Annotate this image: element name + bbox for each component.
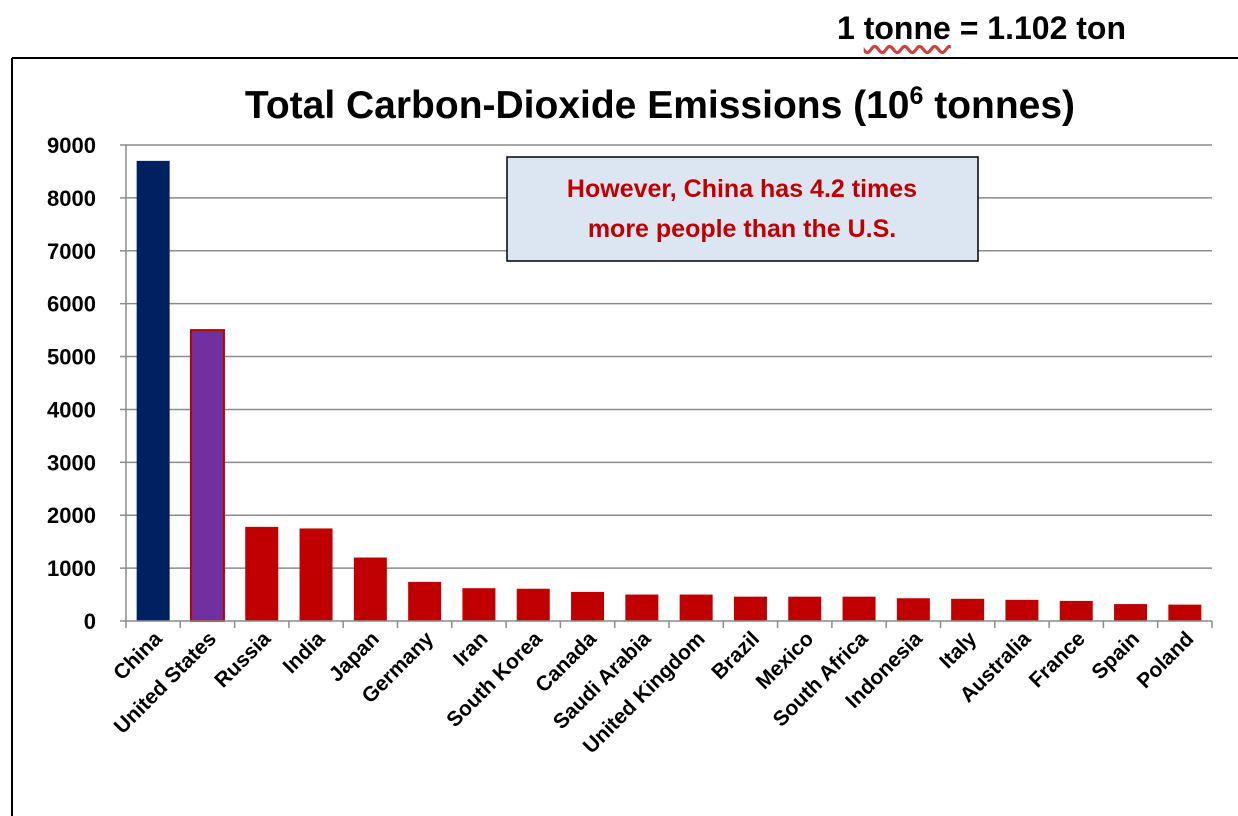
y-tick-label-3000: 3000 bbox=[47, 450, 96, 475]
bar-japan bbox=[353, 557, 387, 621]
y-tick-label-0: 0 bbox=[84, 609, 96, 634]
bar-south-korea bbox=[516, 588, 550, 621]
bar-poland bbox=[1168, 604, 1202, 621]
y-tick-label-7000: 7000 bbox=[47, 239, 96, 264]
bars bbox=[136, 160, 1202, 622]
bar-france bbox=[1059, 600, 1093, 621]
bar-australia bbox=[1005, 599, 1039, 621]
bar-mexico bbox=[788, 596, 822, 621]
conversion-note-word: tonne bbox=[863, 10, 951, 46]
chart-title-main: Total Carbon-Dioxide Emissions (10 bbox=[245, 84, 910, 127]
conversion-note-prefix: 1 bbox=[837, 10, 855, 46]
bar-germany bbox=[408, 581, 442, 621]
chart-title-superscript: 6 bbox=[909, 82, 923, 110]
gridlines bbox=[126, 144, 1212, 569]
category-label-poland: Poland bbox=[1133, 627, 1199, 693]
y-tick-label-6000: 6000 bbox=[47, 292, 96, 317]
category-label-iran: Iran bbox=[449, 627, 492, 670]
callout-line-1: However, China has 4.2 times bbox=[567, 175, 917, 203]
chart-title: Total Carbon-Dioxide Emissions (106 tonn… bbox=[245, 82, 1075, 127]
callout-line-2: more people than the U.S. bbox=[588, 215, 896, 243]
y-axis-ticks: 0 1000 2000 3000 4000 5000 6000 7000 8000 9000 bbox=[47, 133, 96, 634]
callout-box: However, China has 4.2 times more people… bbox=[506, 156, 979, 262]
bar-united-states bbox=[189, 329, 225, 622]
bar-india bbox=[299, 528, 333, 621]
bar-brazil bbox=[733, 596, 767, 621]
callout-background bbox=[506, 156, 979, 262]
bar-china bbox=[136, 160, 170, 621]
category-label-russia: Russia bbox=[210, 627, 275, 692]
conversion-note: 1 tonne = 1.102 ton bbox=[837, 10, 1126, 47]
bar-saudi-arabia bbox=[625, 594, 659, 621]
y-tick-label-4000: 4000 bbox=[47, 397, 96, 422]
chart-title-end: tonnes) bbox=[923, 84, 1075, 127]
bar-spain bbox=[1114, 604, 1148, 621]
bar-indonesia bbox=[896, 598, 930, 621]
y-tick-label-2000: 2000 bbox=[47, 503, 96, 528]
category-label-india: India bbox=[279, 627, 330, 678]
bar-canada bbox=[571, 591, 605, 621]
bar-italy bbox=[951, 598, 985, 621]
category-label-france: France bbox=[1025, 627, 1090, 692]
conversion-note-suffix: = 1.102 ton bbox=[959, 10, 1126, 46]
y-tick-label-8000: 8000 bbox=[47, 186, 96, 211]
y-tick-label-5000: 5000 bbox=[47, 345, 96, 370]
y-tick-label-1000: 1000 bbox=[47, 556, 96, 581]
category-label-italy: Italy bbox=[935, 627, 981, 673]
y-tick-label-9000: 9000 bbox=[47, 133, 96, 158]
bar-south-africa bbox=[842, 596, 876, 621]
category-label-south-africa: South Africa bbox=[769, 627, 873, 731]
bar-russia bbox=[245, 526, 279, 621]
axes bbox=[120, 144, 1213, 628]
bar-united-kingdom bbox=[679, 594, 713, 621]
bar-iran bbox=[462, 588, 496, 621]
